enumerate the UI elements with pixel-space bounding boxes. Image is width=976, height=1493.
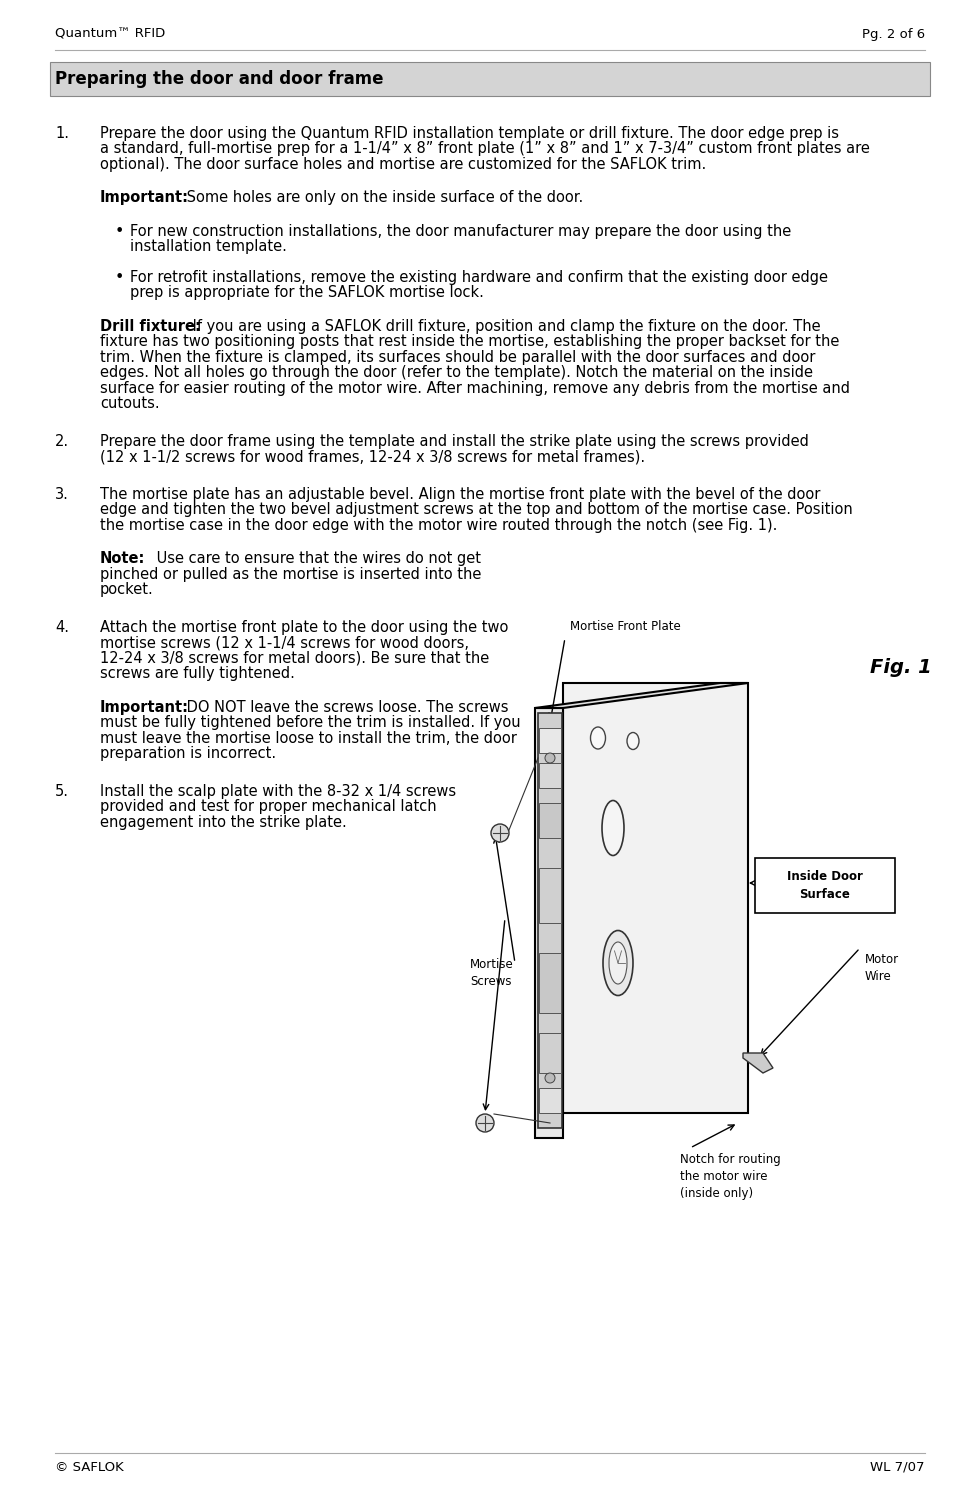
Text: WL 7/07: WL 7/07 bbox=[871, 1462, 925, 1474]
Text: pocket.: pocket. bbox=[100, 582, 154, 597]
Text: Attach the mortise front plate to the door using the two: Attach the mortise front plate to the do… bbox=[100, 620, 508, 635]
Text: Preparing the door and door frame: Preparing the door and door frame bbox=[55, 70, 384, 88]
Text: 2.: 2. bbox=[55, 434, 69, 449]
Circle shape bbox=[491, 824, 509, 842]
Text: For new construction installations, the door manufacturer may prepare the door u: For new construction installations, the … bbox=[130, 224, 792, 239]
Text: For retrofit installations, remove the existing hardware and confirm that the ex: For retrofit installations, remove the e… bbox=[130, 270, 828, 285]
Bar bbox=[538, 714, 562, 1129]
Text: The mortise plate has an adjustable bevel. Align the mortise front plate with th: The mortise plate has an adjustable beve… bbox=[100, 487, 821, 502]
Ellipse shape bbox=[603, 930, 633, 996]
Bar bbox=[50, 63, 930, 96]
Text: •: • bbox=[115, 224, 124, 239]
Text: edges. Not all holes go through the door (refer to the template). Notch the mate: edges. Not all holes go through the door… bbox=[100, 366, 813, 381]
Text: must be fully tightened before the trim is installed. If you: must be fully tightened before the trim … bbox=[100, 715, 520, 730]
Text: DO NOT leave the screws loose. The screws: DO NOT leave the screws loose. The screw… bbox=[182, 700, 508, 715]
Text: 1.: 1. bbox=[55, 125, 69, 140]
Text: (12 x 1-1/2 screws for wood frames, 12-24 x 3/8 screws for metal frames).: (12 x 1-1/2 screws for wood frames, 12-2… bbox=[100, 449, 645, 464]
Text: 4.: 4. bbox=[55, 620, 69, 635]
Bar bbox=[539, 1033, 561, 1073]
Text: Prepare the door using the Quantum RFID installation template or drill fixture. : Prepare the door using the Quantum RFID … bbox=[100, 125, 839, 140]
Ellipse shape bbox=[609, 942, 627, 984]
Ellipse shape bbox=[602, 800, 624, 855]
Text: provided and test for proper mechanical latch: provided and test for proper mechanical … bbox=[100, 799, 436, 815]
Text: Quantum™ RFID: Quantum™ RFID bbox=[55, 28, 165, 40]
Text: mortise screws (12 x 1-1/4 screws for wood doors,: mortise screws (12 x 1-1/4 screws for wo… bbox=[100, 636, 469, 651]
Text: Note:: Note: bbox=[100, 551, 145, 566]
Text: If you are using a SAFLOK drill fixture, position and clamp the fixture on the d: If you are using a SAFLOK drill fixture,… bbox=[188, 320, 821, 334]
Ellipse shape bbox=[627, 733, 639, 749]
Bar bbox=[539, 953, 561, 1012]
Text: cutouts.: cutouts. bbox=[100, 397, 160, 412]
Polygon shape bbox=[535, 682, 748, 708]
Text: Mortise
Screws: Mortise Screws bbox=[470, 959, 513, 988]
Text: preparation is incorrect.: preparation is incorrect. bbox=[100, 746, 276, 761]
Text: Mortise Front Plate: Mortise Front Plate bbox=[570, 620, 680, 633]
Text: Drill fixture:: Drill fixture: bbox=[100, 320, 201, 334]
Text: Important:: Important: bbox=[100, 700, 189, 715]
Text: engagement into the strike plate.: engagement into the strike plate. bbox=[100, 815, 346, 830]
Text: Important:: Important: bbox=[100, 191, 189, 206]
Text: Prepare the door frame using the template and install the strike plate using the: Prepare the door frame using the templat… bbox=[100, 434, 809, 449]
Bar bbox=[539, 729, 561, 752]
Circle shape bbox=[545, 1073, 555, 1082]
Text: must leave the mortise loose to install the trim, the door: must leave the mortise loose to install … bbox=[100, 732, 517, 746]
Text: trim. When the fixture is clamped, its surfaces should be parallel with the door: trim. When the fixture is clamped, its s… bbox=[100, 349, 815, 364]
Bar bbox=[539, 803, 561, 838]
Text: installation template.: installation template. bbox=[130, 239, 287, 254]
Text: Fig. 1: Fig. 1 bbox=[870, 658, 932, 676]
Text: the mortise case in the door edge with the motor wire routed through the notch (: the mortise case in the door edge with t… bbox=[100, 518, 777, 533]
Text: Install the scalp plate with the 8-32 x 1/4 screws: Install the scalp plate with the 8-32 x … bbox=[100, 784, 456, 799]
Text: edge and tighten the two bevel adjustment screws at the top and bottom of the mo: edge and tighten the two bevel adjustmen… bbox=[100, 503, 853, 518]
Text: pinched or pulled as the mortise is inserted into the: pinched or pulled as the mortise is inse… bbox=[100, 567, 481, 582]
Text: •: • bbox=[115, 270, 124, 285]
Ellipse shape bbox=[590, 727, 605, 749]
Text: 12-24 x 3/8 screws for metal doors). Be sure that the: 12-24 x 3/8 screws for metal doors). Be … bbox=[100, 651, 489, 666]
Text: screws are fully tightened.: screws are fully tightened. bbox=[100, 666, 295, 681]
Bar bbox=[539, 1088, 561, 1112]
Text: prep is appropriate for the SAFLOK mortise lock.: prep is appropriate for the SAFLOK morti… bbox=[130, 285, 484, 300]
Circle shape bbox=[545, 752, 555, 763]
Text: 5.: 5. bbox=[55, 784, 69, 799]
Text: fixture has two positioning posts that rest inside the mortise, establishing the: fixture has two positioning posts that r… bbox=[100, 334, 839, 349]
Text: 3.: 3. bbox=[55, 487, 69, 502]
Polygon shape bbox=[743, 1053, 773, 1073]
Text: Pg. 2 of 6: Pg. 2 of 6 bbox=[862, 28, 925, 40]
Bar bbox=[539, 867, 561, 923]
Bar bbox=[535, 708, 563, 1138]
Text: optional). The door surface holes and mortise are customized for the SAFLOK trim: optional). The door surface holes and mo… bbox=[100, 157, 707, 172]
Text: Use care to ensure that the wires do not get: Use care to ensure that the wires do not… bbox=[152, 551, 481, 566]
Text: Inside Door
Surface: Inside Door Surface bbox=[787, 870, 863, 900]
Bar bbox=[563, 682, 748, 1112]
Text: Motor
Wire: Motor Wire bbox=[865, 953, 899, 982]
Text: Some holes are only on the inside surface of the door.: Some holes are only on the inside surfac… bbox=[182, 191, 584, 206]
Text: surface for easier routing of the motor wire. After machining, remove any debris: surface for easier routing of the motor … bbox=[100, 381, 850, 396]
Text: © SAFLOK: © SAFLOK bbox=[55, 1462, 124, 1474]
Circle shape bbox=[476, 1114, 494, 1132]
Bar bbox=[755, 858, 895, 914]
Text: a standard, full-mortise prep for a 1-1/4” x 8” front plate (1” x 8” and 1” x 7-: a standard, full-mortise prep for a 1-1/… bbox=[100, 142, 870, 157]
Text: Notch for routing
the motor wire
(inside only): Notch for routing the motor wire (inside… bbox=[680, 1153, 781, 1200]
Bar bbox=[539, 763, 561, 788]
